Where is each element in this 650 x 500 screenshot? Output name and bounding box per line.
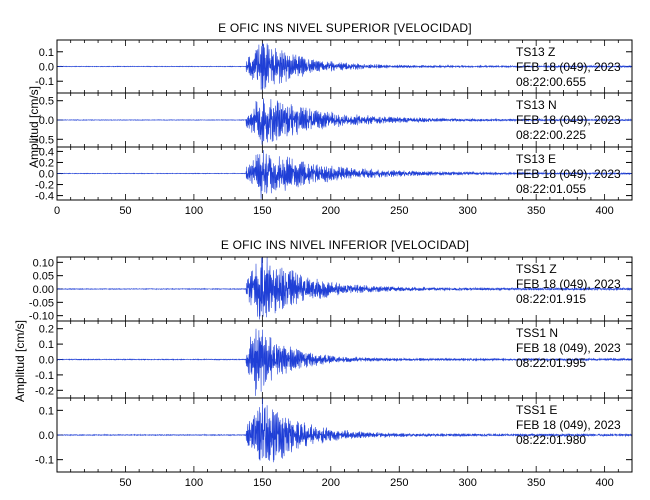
- y-tick-label: 0.00: [33, 284, 54, 296]
- station-component-label: TS13 Z: [516, 45, 555, 59]
- record-time: 08:22:00.655: [516, 75, 586, 89]
- chart-title: E OFIC INS NIVEL INFERIOR [VELOCIDAD]: [221, 238, 469, 252]
- y-tick-label: 0.4: [39, 146, 54, 158]
- record-date: FEB 18 (049), 2023: [516, 113, 621, 127]
- y-tick-label: 0.0: [39, 430, 54, 442]
- station-component-label: TS13 N: [516, 98, 557, 112]
- waveform-line: [57, 328, 633, 396]
- y-tick-label: -0.4: [35, 191, 54, 203]
- x-tick-label: 300: [459, 477, 477, 489]
- chart-inferior: E OFIC INS NIVEL INFERIOR [VELOCIDAD] Am…: [13, 238, 633, 489]
- x-tick-label: 150: [253, 205, 271, 217]
- x-tick-label: 50: [119, 477, 131, 489]
- x-tick-label: 350: [527, 477, 545, 489]
- record-time: 08:22:01.915: [516, 292, 586, 306]
- station-component-label: TSS1 Z: [516, 262, 557, 276]
- x-tick-label: 300: [459, 205, 477, 217]
- record-date: FEB 18 (049), 2023: [516, 341, 621, 355]
- station-component-label: TS13 E: [516, 152, 556, 166]
- panel-frame: [56, 146, 633, 201]
- x-tick-label: 100: [185, 205, 203, 217]
- y-tick-label: 0.05: [33, 271, 54, 283]
- y-tick-label: 0.5: [39, 96, 54, 108]
- station-component-label: TSS1 E: [516, 403, 557, 417]
- trace-panel: -0.10 -0.050.000.05 0.10 TSS1 Z FEB 18 (04…: [29, 256, 633, 323]
- x-tick-label: 200: [322, 477, 340, 489]
- x-tick-label: 200: [322, 205, 340, 217]
- record-time: 08:22:01.980: [516, 433, 586, 447]
- record-time: 08:22:00.225: [516, 128, 586, 142]
- y-axis-label: Amplitud [cm/s]: [27, 86, 41, 168]
- y-tick-label: -0.1: [35, 455, 54, 467]
- record-date: FEB 18 (049), 2023: [516, 277, 621, 291]
- y-tick-label: -0.1: [35, 370, 54, 382]
- x-tick-label: 100: [185, 477, 203, 489]
- x-tick-label: 400: [595, 205, 613, 217]
- trace-panel: -0.1 0.0 0.1 TSS1 E FEB 18 (049), 2023 08:…: [35, 397, 633, 473]
- record-time: 08:22:01.995: [516, 356, 586, 370]
- x-axis: 0 50 100 150 200 250 300 350 400: [54, 205, 614, 217]
- x-axis: 50 100 150 200 250 300 350 400: [119, 477, 613, 489]
- y-tick-label: 0.10: [33, 257, 54, 269]
- y-tick-label: 0.2: [39, 324, 54, 336]
- trace-panel: -0.2 -0.1 0.0 0.1 0.2 TSS1 N FEB 18 (049), 2…: [35, 320, 633, 399]
- y-tick-label: 0.1: [39, 339, 54, 351]
- x-tick-label: 400: [595, 477, 613, 489]
- record-date: FEB 18 (049), 2023: [516, 167, 621, 181]
- y-tick-label: -0.2: [35, 180, 54, 192]
- y-axis-label: Amplitud [cm/s]: [13, 320, 27, 402]
- waveform-line: [56, 98, 633, 145]
- x-tick-label: 350: [527, 205, 545, 217]
- y-tick-label: 0.1: [39, 47, 54, 59]
- y-tick-label: -0.10: [29, 311, 54, 323]
- trace-panel: -0.4-0.20.00.20.4 TS13 E FEB 18 (049), 2…: [35, 146, 633, 203]
- chart-superior: E OFIC INS NIVEL SUPERIOR [VELOCIDAD] Am…: [27, 21, 633, 217]
- y-tick-label: -0.05: [29, 297, 54, 309]
- trace-panel: -0.1 0.0 0.1 TS13 Z FEB 18 (049), 2023 08:…: [35, 39, 633, 94]
- y-tick-label: 0.2: [39, 157, 54, 169]
- panel-frame: [56, 397, 633, 473]
- y-tick-label: 0.0: [39, 355, 54, 367]
- trace-panel: -0.5 0.0 0.5 TS13 N FEB 18 (049), 2023 08:…: [35, 92, 633, 148]
- station-component-label: TSS1 N: [516, 326, 558, 340]
- x-tick-label: 50: [119, 205, 131, 217]
- waveform-line: [56, 397, 633, 463]
- y-tick-label: -0.5: [35, 134, 54, 146]
- y-tick-label: 0.1: [39, 405, 54, 417]
- x-tick-label: 0: [54, 205, 60, 217]
- y-tick-label: 0.0: [39, 169, 54, 181]
- x-tick-label: 250: [390, 477, 408, 489]
- chart-title: E OFIC INS NIVEL SUPERIOR [VELOCIDAD]: [218, 21, 472, 35]
- waveform-line: [57, 256, 633, 320]
- y-tick-label: 0.0: [39, 62, 54, 74]
- y-tick-label: 0.0: [39, 115, 54, 127]
- waveform-line: [56, 150, 633, 199]
- x-tick-label: 150: [253, 477, 271, 489]
- y-tick-label: -0.2: [35, 385, 54, 397]
- waveform-line: [56, 42, 633, 91]
- y-tick-label: -0.1: [35, 76, 54, 88]
- x-tick-label: 250: [390, 205, 408, 217]
- record-date: FEB 18 (049), 2023: [516, 60, 621, 74]
- record-time: 08:22:01.055: [516, 182, 586, 196]
- record-date: FEB 18 (049), 2023: [516, 418, 621, 432]
